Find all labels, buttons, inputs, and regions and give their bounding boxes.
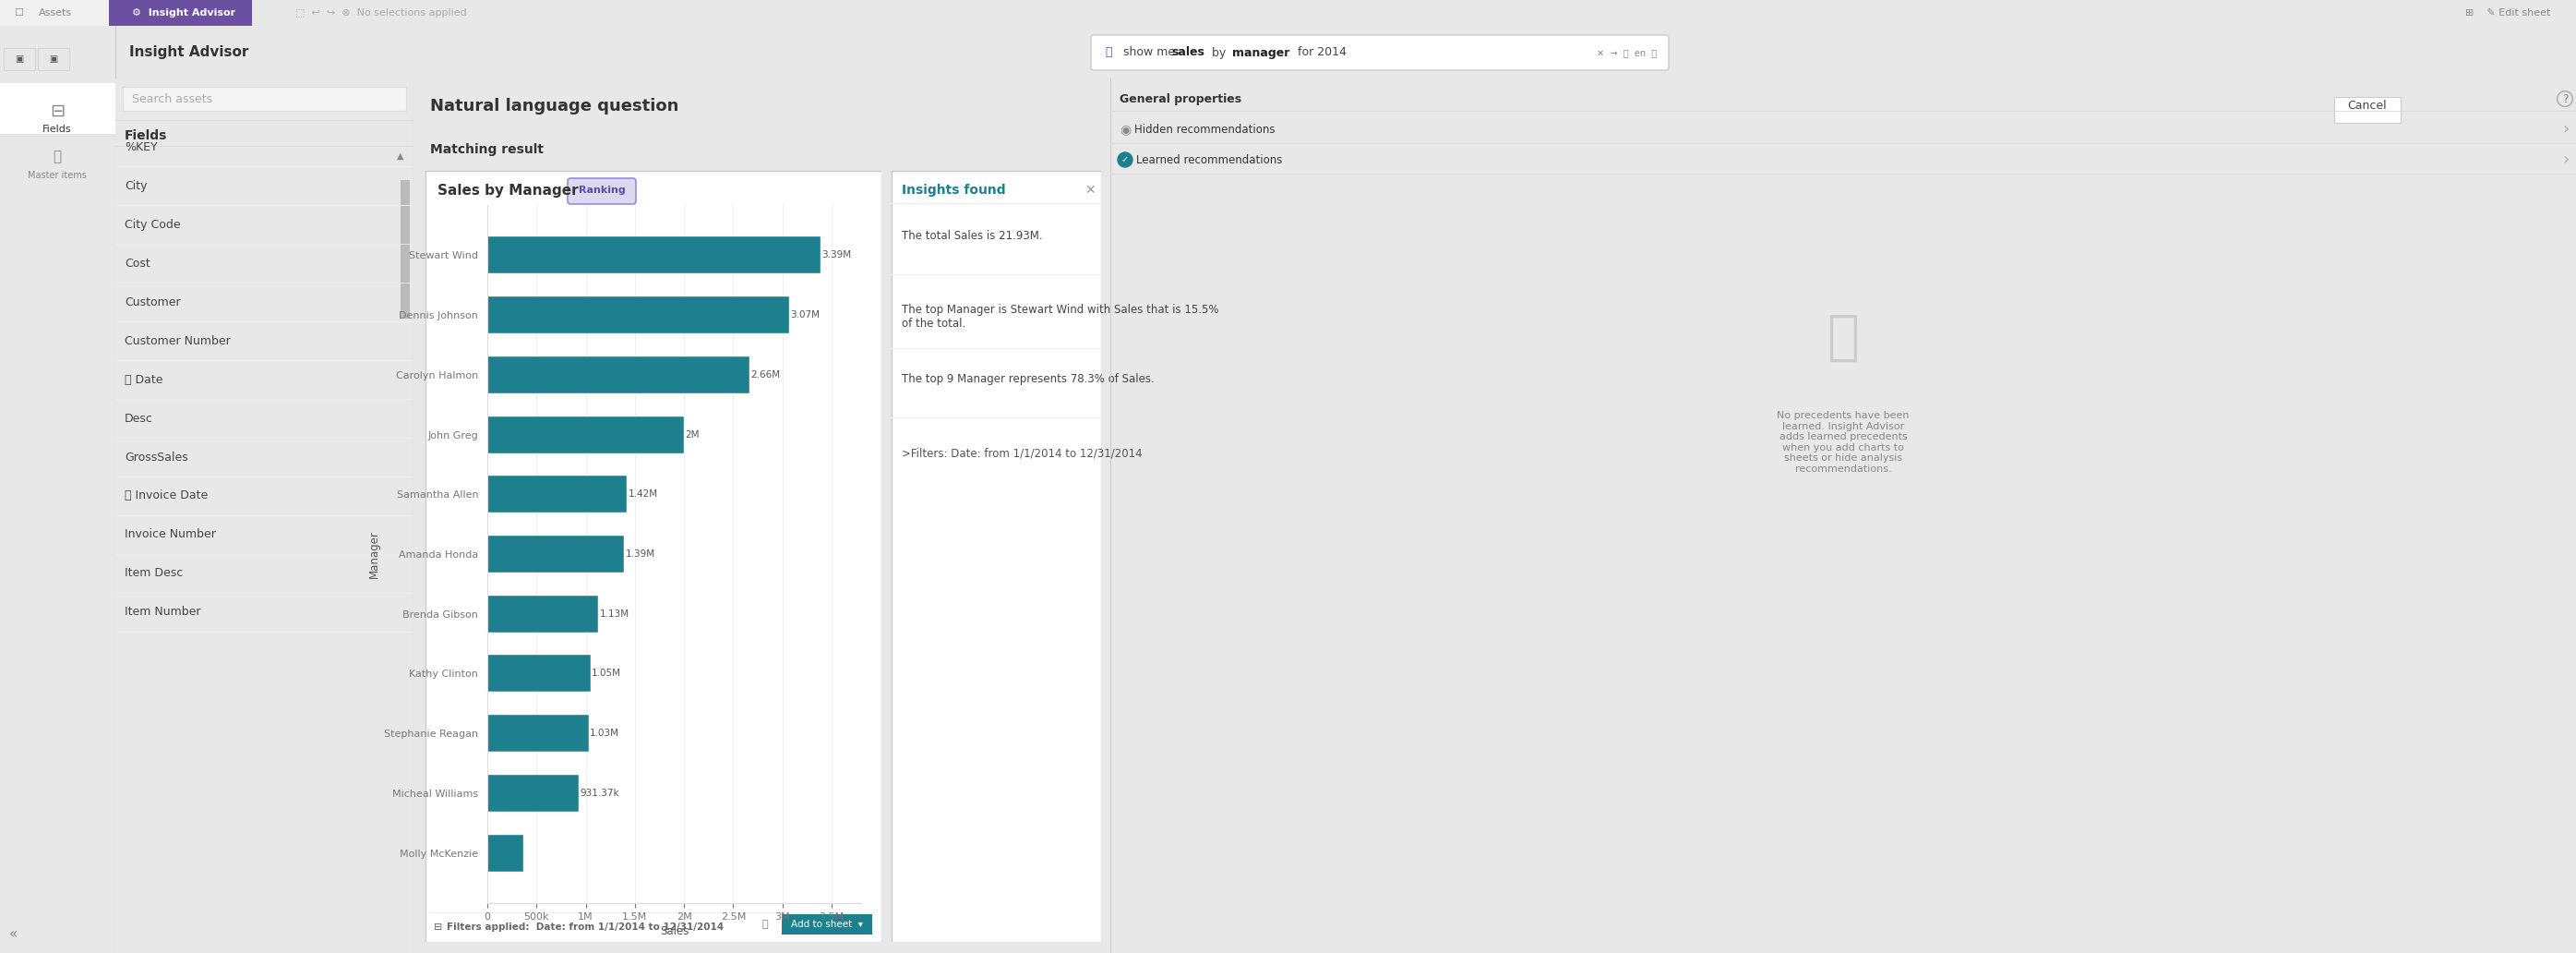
Bar <box>487 236 822 274</box>
Text: 3.39M: 3.39M <box>822 251 853 260</box>
FancyBboxPatch shape <box>2334 97 2401 123</box>
Text: 1.13M: 1.13M <box>600 609 629 618</box>
Text: City: City <box>124 179 147 192</box>
Text: 2M: 2M <box>685 430 701 439</box>
Bar <box>487 356 750 394</box>
Text: ▲: ▲ <box>397 152 404 161</box>
Text: ▣: ▣ <box>49 54 57 64</box>
FancyBboxPatch shape <box>124 87 407 111</box>
FancyBboxPatch shape <box>781 914 873 935</box>
Text: Hidden recommendations: Hidden recommendations <box>1133 123 1275 135</box>
Text: Learned recommendations: Learned recommendations <box>1136 153 1283 166</box>
Text: ?: ? <box>2563 92 2568 105</box>
Text: Desc: Desc <box>124 413 152 424</box>
Text: by: by <box>1208 47 1229 59</box>
FancyBboxPatch shape <box>399 180 410 318</box>
Text: ⊟: ⊟ <box>49 102 64 119</box>
FancyBboxPatch shape <box>567 178 636 204</box>
Text: 1.42M: 1.42M <box>629 490 657 499</box>
Text: ☐: ☐ <box>13 9 23 17</box>
Text: Master items: Master items <box>28 171 88 180</box>
Text: Add to sheet  ▾: Add to sheet ▾ <box>791 920 863 929</box>
Text: Matching result: Matching result <box>430 143 544 156</box>
Bar <box>487 296 788 334</box>
Text: Customer: Customer <box>124 296 180 308</box>
Text: manager: manager <box>1231 47 1291 59</box>
Text: 931.37k: 931.37k <box>580 788 618 798</box>
Y-axis label: Manager: Manager <box>368 530 381 578</box>
Text: The top 9 Manager represents 78.3% of Sales.: The top 9 Manager represents 78.3% of Sa… <box>902 373 1154 385</box>
Text: Fields: Fields <box>44 125 72 134</box>
Text: Insight Advisor: Insight Advisor <box>129 46 250 59</box>
Text: show me: show me <box>1123 47 1180 59</box>
Text: 3.07M: 3.07M <box>791 311 819 319</box>
Text: 📋: 📋 <box>762 920 768 929</box>
Text: GrossSales: GrossSales <box>124 451 188 463</box>
Text: sales: sales <box>1172 47 1206 59</box>
Text: The top Manager is Stewart Wind with Sales that is 15.5%
of the total.: The top Manager is Stewart Wind with Sal… <box>902 304 1218 330</box>
FancyBboxPatch shape <box>39 48 70 71</box>
FancyBboxPatch shape <box>0 83 116 134</box>
Text: Assets: Assets <box>39 9 72 17</box>
Text: 1.05M: 1.05M <box>592 669 621 679</box>
Text: ›: › <box>2563 121 2568 137</box>
Text: >Filters: Date: from 1/1/2014 to 12/31/2014: >Filters: Date: from 1/1/2014 to 12/31/2… <box>902 447 1141 459</box>
FancyBboxPatch shape <box>0 0 111 26</box>
Text: Cancel: Cancel <box>2347 100 2388 112</box>
Bar <box>487 834 523 871</box>
Text: Invoice Number: Invoice Number <box>124 529 216 540</box>
Circle shape <box>1118 152 1133 167</box>
Bar <box>487 715 590 752</box>
Text: 📅 Date: 📅 Date <box>124 374 162 386</box>
Bar <box>487 476 626 513</box>
Text: 💡: 💡 <box>1826 311 1860 363</box>
FancyBboxPatch shape <box>891 171 1100 942</box>
Text: ▣: ▣ <box>15 54 23 64</box>
Text: ⊞    ✎ Edit sheet: ⊞ ✎ Edit sheet <box>2465 9 2550 17</box>
Text: ⚙  Insight Advisor: ⚙ Insight Advisor <box>131 9 234 17</box>
Text: Item Number: Item Number <box>124 606 201 618</box>
Bar <box>487 655 590 692</box>
Bar <box>487 596 598 633</box>
Text: General properties: General properties <box>1121 92 1242 105</box>
Text: 1.03M: 1.03M <box>590 729 618 738</box>
Text: 2.66M: 2.66M <box>750 370 781 379</box>
Text: 1.39M: 1.39M <box>626 550 654 558</box>
Text: ◉: ◉ <box>1121 123 1131 135</box>
Text: «: « <box>10 927 18 942</box>
FancyBboxPatch shape <box>3 48 36 71</box>
X-axis label: Sales: Sales <box>659 925 688 937</box>
Text: Filters applied:  Date: from 1/1/2014 to 12/31/2014: Filters applied: Date: from 1/1/2014 to … <box>446 923 724 932</box>
Text: The total Sales is 21.93M.: The total Sales is 21.93M. <box>902 230 1043 242</box>
Text: No precedents have been
learned. Insight Advisor
adds learned precedents
when yo: No precedents have been learned. Insight… <box>1777 411 1909 474</box>
Text: 🔗: 🔗 <box>54 150 62 164</box>
Bar <box>487 416 685 453</box>
Text: Insights found: Insights found <box>902 184 1005 196</box>
Text: Natural language question: Natural language question <box>430 98 677 114</box>
FancyBboxPatch shape <box>425 171 881 942</box>
Text: 📅 Invoice Date: 📅 Invoice Date <box>124 490 209 502</box>
Text: ⬚  ↩  ↪  ⊗  No selections applied: ⬚ ↩ ↪ ⊗ No selections applied <box>296 9 466 17</box>
Text: %KEY: %KEY <box>124 141 157 152</box>
Text: ✕  →  🎤  en  ⓘ: ✕ → 🎤 en ⓘ <box>1597 48 1656 57</box>
Text: ›: › <box>2563 152 2568 168</box>
Text: Customer Number: Customer Number <box>124 335 229 347</box>
FancyBboxPatch shape <box>108 0 252 26</box>
Text: Item Desc: Item Desc <box>124 567 183 579</box>
Text: Search assets: Search assets <box>131 92 211 105</box>
Text: ✓: ✓ <box>1121 155 1128 164</box>
Text: Sales by Manager: Sales by Manager <box>438 183 580 197</box>
Text: 🔍: 🔍 <box>1105 47 1113 59</box>
Text: Fields: Fields <box>124 130 167 142</box>
Bar <box>487 536 623 573</box>
Text: for 2014: for 2014 <box>1293 47 1347 59</box>
Text: ✕: ✕ <box>1084 184 1095 196</box>
Bar <box>487 775 580 812</box>
Text: City Code: City Code <box>124 218 180 231</box>
FancyBboxPatch shape <box>1092 35 1669 71</box>
Text: ⊟: ⊟ <box>433 923 443 932</box>
Text: Ranking: Ranking <box>580 186 626 194</box>
Text: Cost: Cost <box>124 257 149 269</box>
